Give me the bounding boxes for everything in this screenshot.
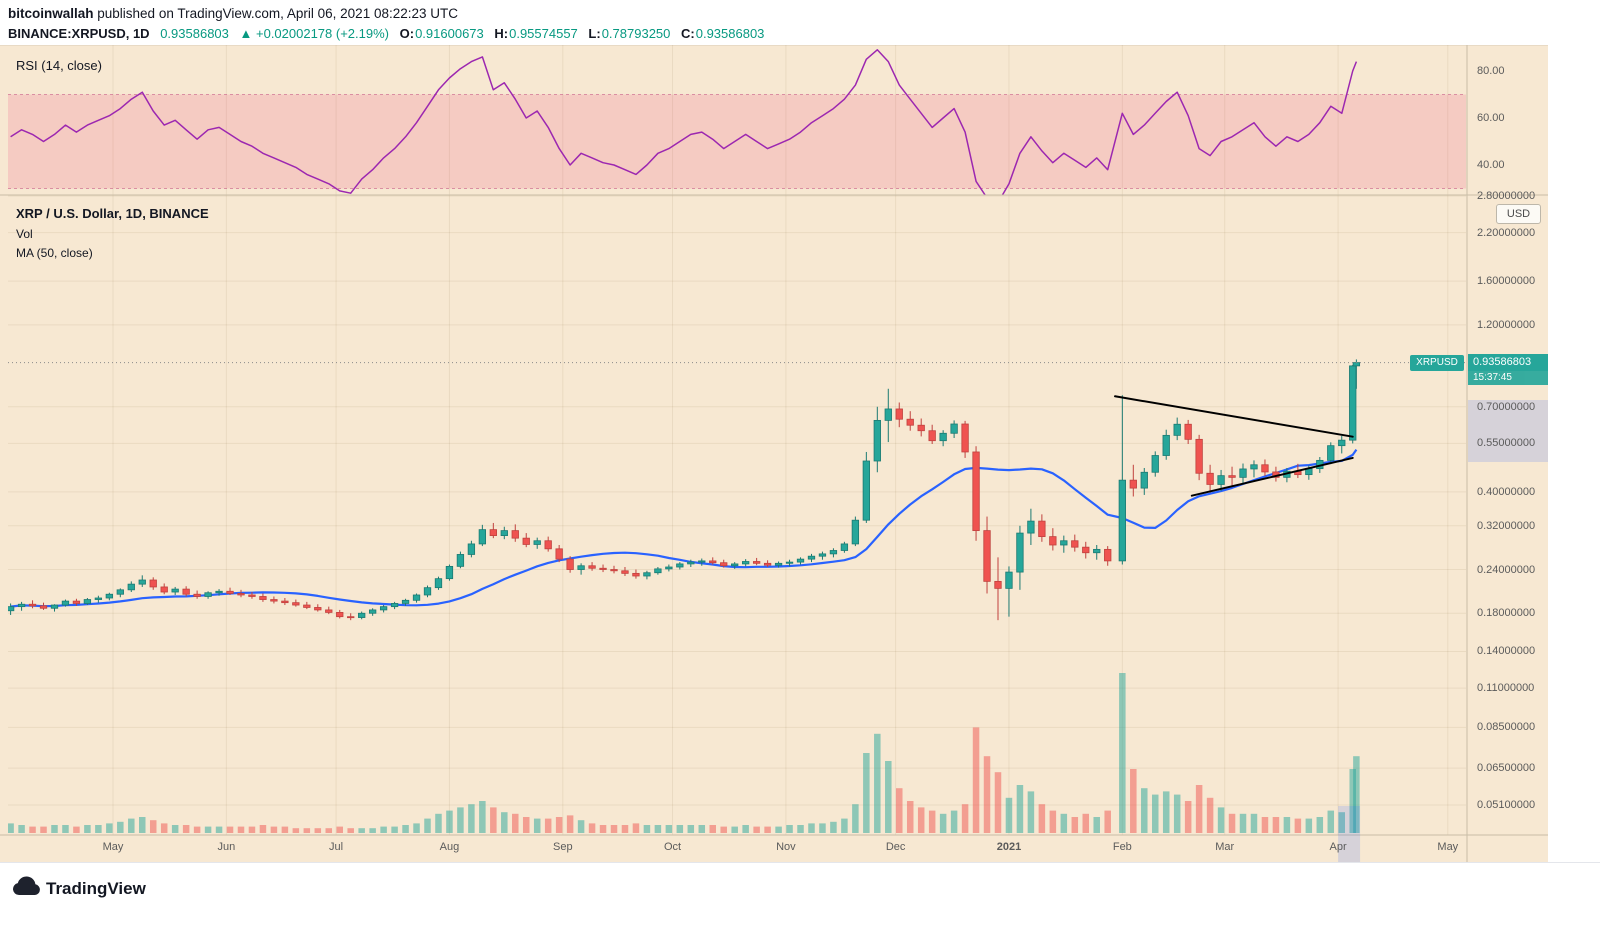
- trendlines[interactable]: [1114, 395, 1354, 497]
- high-label: H:: [494, 26, 509, 41]
- rsi-axis-label: 60.00: [1477, 112, 1505, 124]
- publish-header: bitcoinwallah published on TradingView.c…: [0, 0, 1600, 45]
- rsi-axis-label: 80.00: [1477, 65, 1505, 77]
- price-axis-label: 0.05100000: [1477, 799, 1536, 811]
- chart-background: [0, 45, 1548, 862]
- price-axis-label: 0.18000000: [1477, 607, 1536, 620]
- publish-info: published on TradingView.com, April 06, …: [93, 6, 458, 21]
- rsi-indicator-legend[interactable]: RSI (14, close): [16, 58, 102, 73]
- price-axis-label: 0.70000000: [1477, 400, 1536, 413]
- price-change: ▲ +0.02002178 (+2.19%): [239, 26, 389, 41]
- price-axis-label: 2.80000000: [1477, 190, 1536, 202]
- time-axis-label: May: [1437, 841, 1459, 853]
- tradingview-logo-icon[interactable]: [10, 875, 42, 904]
- footer: TradingView: [0, 862, 1600, 926]
- tradingview-brand[interactable]: TradingView: [46, 879, 146, 898]
- low-value: 0.78793250: [601, 26, 671, 41]
- time-axis-label: Jun: [217, 841, 236, 853]
- price-axis-label: 0.24000000: [1477, 563, 1536, 576]
- rsi-axis-label: 40.00: [1477, 159, 1505, 171]
- price-axis-highlight: [1468, 400, 1548, 462]
- close-label: C:: [681, 26, 695, 41]
- volume-indicator-legend[interactable]: Vol: [16, 227, 33, 241]
- price-axis-label: 0.08500000: [1477, 721, 1536, 734]
- bar-countdown: 15:37:45: [1468, 371, 1548, 386]
- time-axis-highlight: [1338, 806, 1361, 862]
- time-axis-label: Jul: [329, 841, 344, 853]
- time-axis-label: Mar: [1215, 841, 1235, 853]
- price-axis-label: 0.06500000: [1477, 762, 1536, 775]
- time-axis-label: Oct: [663, 841, 682, 853]
- price-axis-label: 0.40000000: [1477, 485, 1536, 498]
- symbol-price-tag: XRPUSD: [1410, 354, 1464, 371]
- high-value: 0.95574557: [509, 26, 578, 41]
- low-label: L:: [588, 26, 601, 41]
- open-value: 0.91600673: [415, 26, 484, 41]
- open-label: O:: [399, 26, 415, 41]
- time-axis-label: 2021: [996, 841, 1022, 853]
- price-axis-label: 0.14000000: [1477, 645, 1536, 658]
- price-axis-label: 1.20000000: [1477, 318, 1536, 331]
- author-name: bitcoinwallah: [8, 6, 94, 21]
- candles[interactable]: [7, 359, 1361, 621]
- symbol-interval: BINANCE:XRPUSD, 1D: [8, 26, 150, 41]
- time-axis-label: May: [102, 841, 124, 853]
- time-axis-label: Sep: [553, 841, 573, 853]
- price-axis-label: 0.32000000: [1477, 519, 1536, 532]
- quote-line: BINANCE:XRPUSD, 1D 0.93586803 ▲ +0.02002…: [8, 26, 771, 41]
- currency-toggle-button[interactable]: USD: [1496, 204, 1541, 224]
- ma50-line[interactable]: [10, 448, 1358, 608]
- rsi-line: [10, 49, 1358, 195]
- price-axis-label: 0.11000000: [1477, 682, 1535, 695]
- close-value: 0.93586803: [695, 26, 765, 41]
- rsi-band: [8, 94, 1466, 189]
- ma-indicator-legend[interactable]: MA (50, close): [16, 246, 93, 260]
- last-price-value: 0.93586803: [160, 26, 229, 41]
- volume-bars: [8, 673, 1360, 833]
- price-axis-label: 2.20000000: [1477, 226, 1536, 239]
- publish-byline: bitcoinwallah published on TradingView.c…: [8, 6, 458, 21]
- last-price-badge: 0.93586803: [1468, 354, 1548, 372]
- price-axis-label: 1.60000000: [1477, 275, 1536, 288]
- time-axis-label: Nov: [776, 841, 796, 853]
- time-axis-label: Aug: [439, 841, 460, 853]
- price-axis-label: 0.55000000: [1477, 437, 1536, 450]
- rsi-panel[interactable]: [8, 49, 1466, 203]
- time-axis-label: Dec: [885, 841, 906, 853]
- time-axis-label: Feb: [1112, 841, 1132, 853]
- chart-title-legend[interactable]: XRP / U.S. Dollar, 1D, BINANCE: [16, 206, 209, 221]
- time-axis-label: Apr: [1329, 841, 1347, 853]
